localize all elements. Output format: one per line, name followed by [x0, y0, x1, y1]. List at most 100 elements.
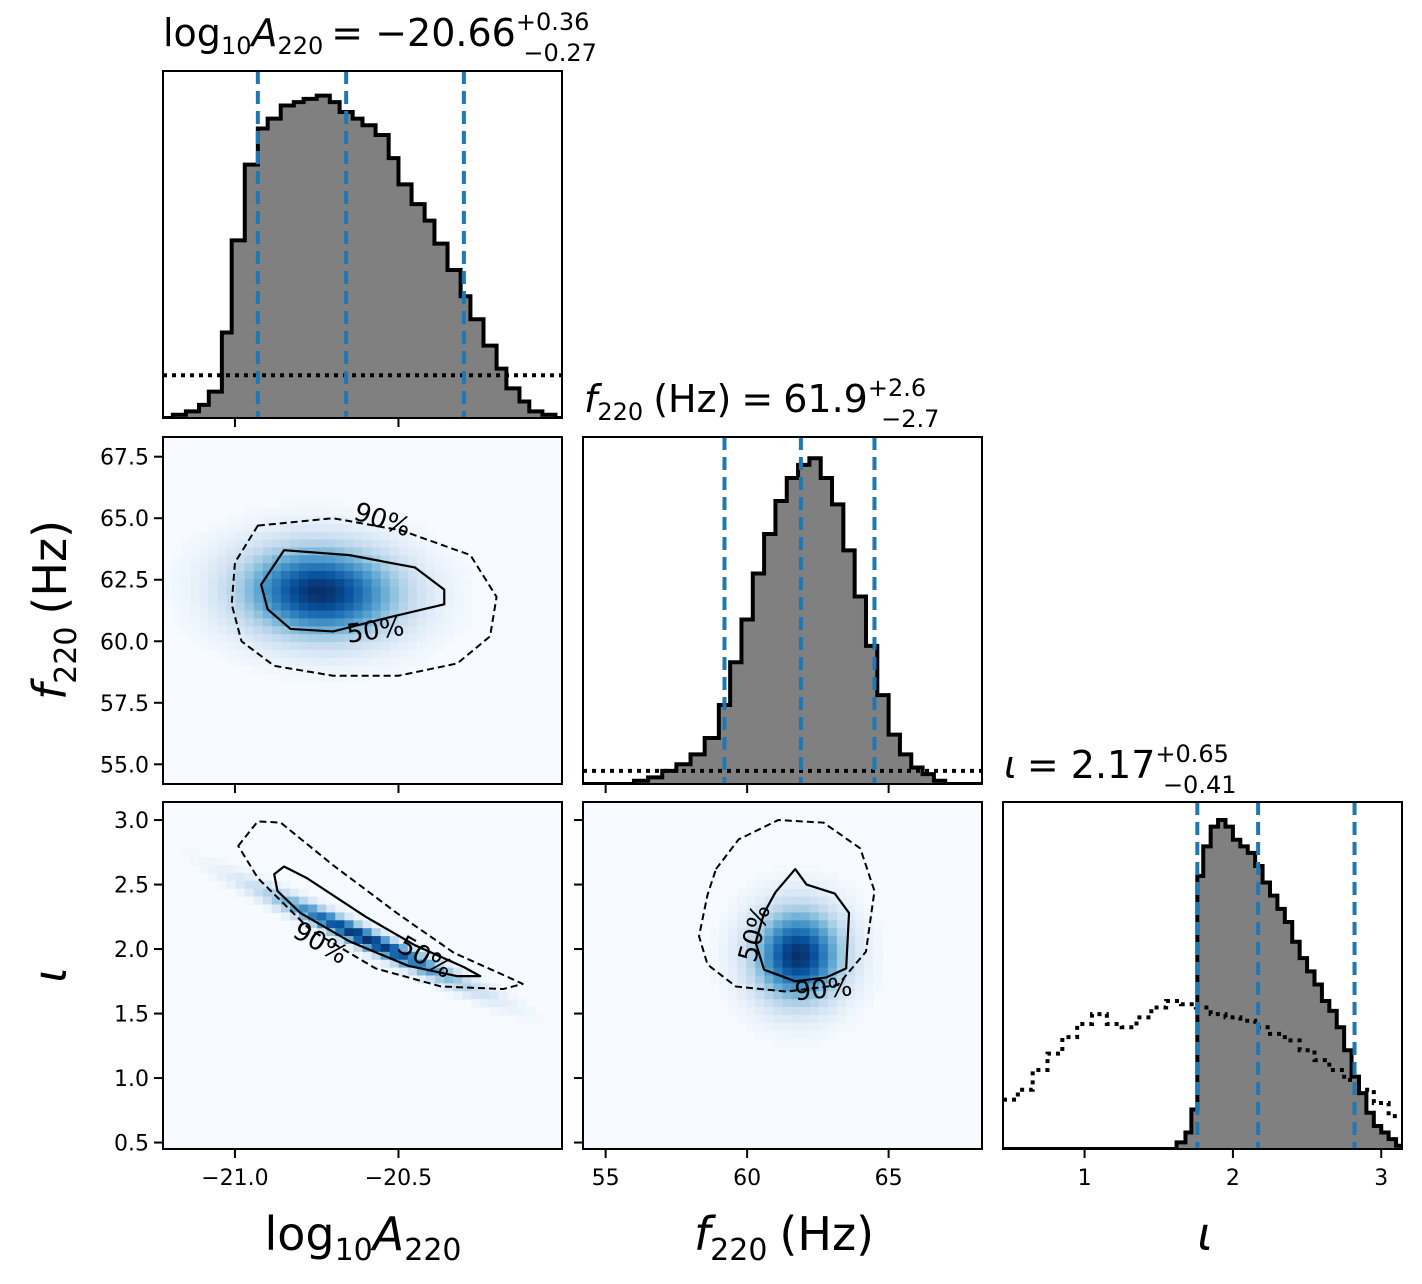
density-cell	[181, 586, 191, 596]
density-cell	[289, 586, 300, 596]
density-cell	[253, 657, 264, 667]
density-cell	[764, 936, 775, 945]
density-cell	[371, 594, 382, 604]
density-cell	[462, 610, 472, 619]
density-cell	[864, 951, 874, 961]
density-cell	[353, 665, 364, 675]
density-cell	[289, 523, 300, 533]
density-cell	[199, 610, 209, 619]
density-cell	[782, 1030, 793, 1040]
density-cell	[235, 578, 246, 588]
density-cell	[181, 626, 191, 635]
density-cell	[326, 610, 336, 619]
density-cell	[326, 673, 336, 683]
density-cell	[728, 983, 738, 992]
density-cell	[737, 920, 747, 929]
density-cell	[253, 888, 264, 898]
density-cell	[190, 531, 200, 541]
density-cell	[782, 959, 793, 969]
density-cell	[217, 857, 228, 866]
density-cell	[244, 539, 255, 549]
density-cell	[836, 959, 847, 969]
density-cell	[435, 586, 445, 596]
density-cell	[271, 665, 282, 675]
density-cell	[773, 999, 784, 1008]
density-cell	[389, 626, 400, 635]
density-cell	[398, 555, 409, 564]
density-cell	[516, 1014, 527, 1024]
density-cell	[317, 555, 327, 564]
density-cell	[435, 618, 445, 627]
density-cell	[181, 555, 191, 564]
density-cell	[389, 959, 400, 969]
density-cell	[226, 531, 237, 541]
density-cell	[299, 904, 309, 914]
density-cell	[471, 991, 481, 1000]
density-cell	[271, 610, 282, 619]
panel-frame-logA-f220	[162, 436, 563, 785]
density-cell	[280, 523, 291, 533]
density-cell	[836, 880, 847, 890]
density-cell	[335, 531, 345, 541]
density-cell	[864, 983, 874, 992]
density-cell	[453, 563, 463, 572]
ylabel-iota: ι	[23, 967, 77, 983]
density-cell	[317, 594, 327, 604]
density-cell	[262, 563, 273, 572]
density-cell	[280, 500, 291, 509]
density-cell	[800, 912, 811, 921]
density-cell	[791, 896, 802, 906]
density-cell	[389, 642, 400, 651]
xtick-label-f220: 55	[592, 1166, 620, 1191]
density-cell	[764, 1022, 775, 1032]
density-cell	[244, 507, 255, 517]
density-cell	[764, 904, 775, 914]
density-cell	[253, 602, 264, 612]
density-cell	[755, 1014, 765, 1024]
density-cell	[827, 959, 838, 969]
density-cell	[190, 610, 200, 619]
density-cell	[416, 563, 427, 572]
density-cell	[335, 610, 345, 619]
density-cell	[235, 865, 246, 874]
density-cell	[335, 673, 345, 683]
density-cell	[389, 578, 400, 588]
density-cell	[335, 912, 345, 921]
density-cell	[317, 563, 327, 572]
joint-f220-iota	[583, 802, 982, 1149]
density-cell	[271, 634, 282, 643]
density-cell	[362, 610, 373, 619]
density-cell	[836, 904, 847, 914]
density-cell	[353, 618, 364, 627]
density-cell	[818, 1030, 829, 1040]
density-cell	[208, 571, 219, 580]
density-cell	[873, 920, 883, 929]
density-cell	[353, 657, 364, 667]
density-cell	[389, 936, 400, 945]
density-cell	[271, 578, 282, 588]
ytick-label-f220: 55.0	[100, 753, 149, 778]
density-cell	[782, 951, 793, 961]
density-cell	[764, 1030, 775, 1040]
density-cell	[462, 991, 472, 1000]
joint-logA-iota	[163, 802, 562, 1149]
density-cell	[271, 531, 282, 541]
density-cell	[827, 1030, 838, 1040]
density-cell	[746, 1007, 756, 1016]
density-cell	[253, 507, 264, 517]
density-cell	[416, 634, 427, 643]
density-cell	[235, 602, 246, 612]
density-cell	[709, 943, 720, 953]
density-cell	[244, 626, 255, 635]
density-cell	[818, 912, 829, 921]
density-cell	[462, 594, 472, 604]
density-cell	[398, 578, 409, 588]
density-cell	[335, 523, 345, 533]
density-cell	[435, 602, 445, 612]
density-cell	[217, 618, 228, 627]
density-cell	[773, 983, 784, 992]
density-cell	[818, 920, 829, 929]
density-cell	[407, 975, 418, 984]
density-cell	[226, 563, 237, 572]
contour-50-f220-iota	[754, 867, 851, 983]
